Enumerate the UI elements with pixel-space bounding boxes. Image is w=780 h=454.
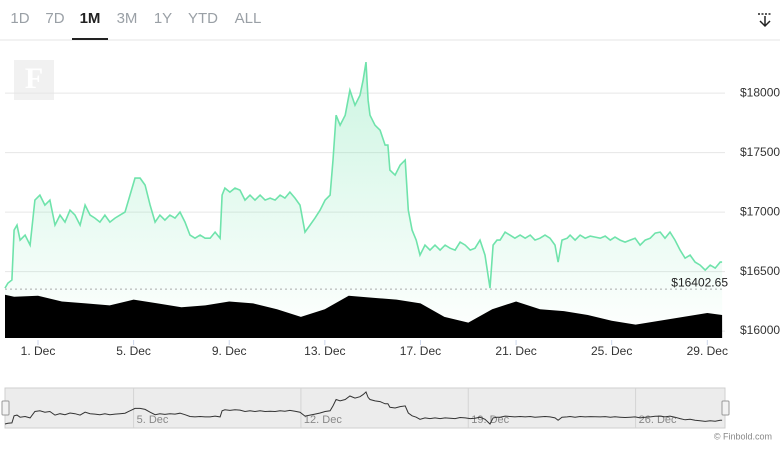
x-tick-label: 17. Dec	[400, 344, 441, 358]
tab[interactable]: 1M	[80, 10, 101, 27]
navigator-tick-label: 12. Dec	[304, 414, 342, 426]
x-tick-label: 21. Dec	[495, 344, 536, 358]
y-tick-label: $16000	[740, 323, 780, 337]
navigator-bg	[4, 387, 726, 429]
x-tick-label: 25. Dec	[591, 344, 632, 358]
tab[interactable]: ALL	[235, 10, 262, 27]
active-tab-underline	[72, 38, 108, 40]
navigator-handle[interactable]	[1, 400, 10, 416]
price-line	[4, 61, 723, 289]
tab[interactable]: 3M	[117, 10, 138, 27]
last-price-label: $16402.65	[671, 275, 728, 289]
price-area	[5, 62, 723, 340]
navigator-line	[4, 391, 723, 425]
x-tick-label: 9. Dec	[212, 344, 247, 358]
download-button[interactable]	[758, 13, 772, 28]
x-tick-label: 1. Dec	[21, 344, 56, 358]
credit: © Finbold.com	[714, 431, 772, 441]
y-tick-label: $16500	[740, 264, 780, 278]
x-tick-label: 29. Dec	[687, 344, 728, 358]
navigator-handle[interactable]	[721, 400, 730, 416]
volume-area	[5, 294, 723, 338]
y-tick-label: $17000	[740, 204, 780, 218]
logo: F	[25, 62, 43, 95]
y-tick-label: $17500	[740, 145, 780, 159]
tab[interactable]: 1D	[10, 10, 29, 27]
tab[interactable]: 1Y	[154, 10, 172, 27]
x-tick-label: 13. Dec	[304, 344, 345, 358]
y-tick-label: $18000	[740, 85, 780, 99]
x-tick-label: 5. Dec	[116, 344, 151, 358]
tab[interactable]: YTD	[188, 10, 218, 27]
navigator-tick-label: 5. Dec	[137, 414, 169, 426]
tab[interactable]: 7D	[45, 10, 64, 27]
